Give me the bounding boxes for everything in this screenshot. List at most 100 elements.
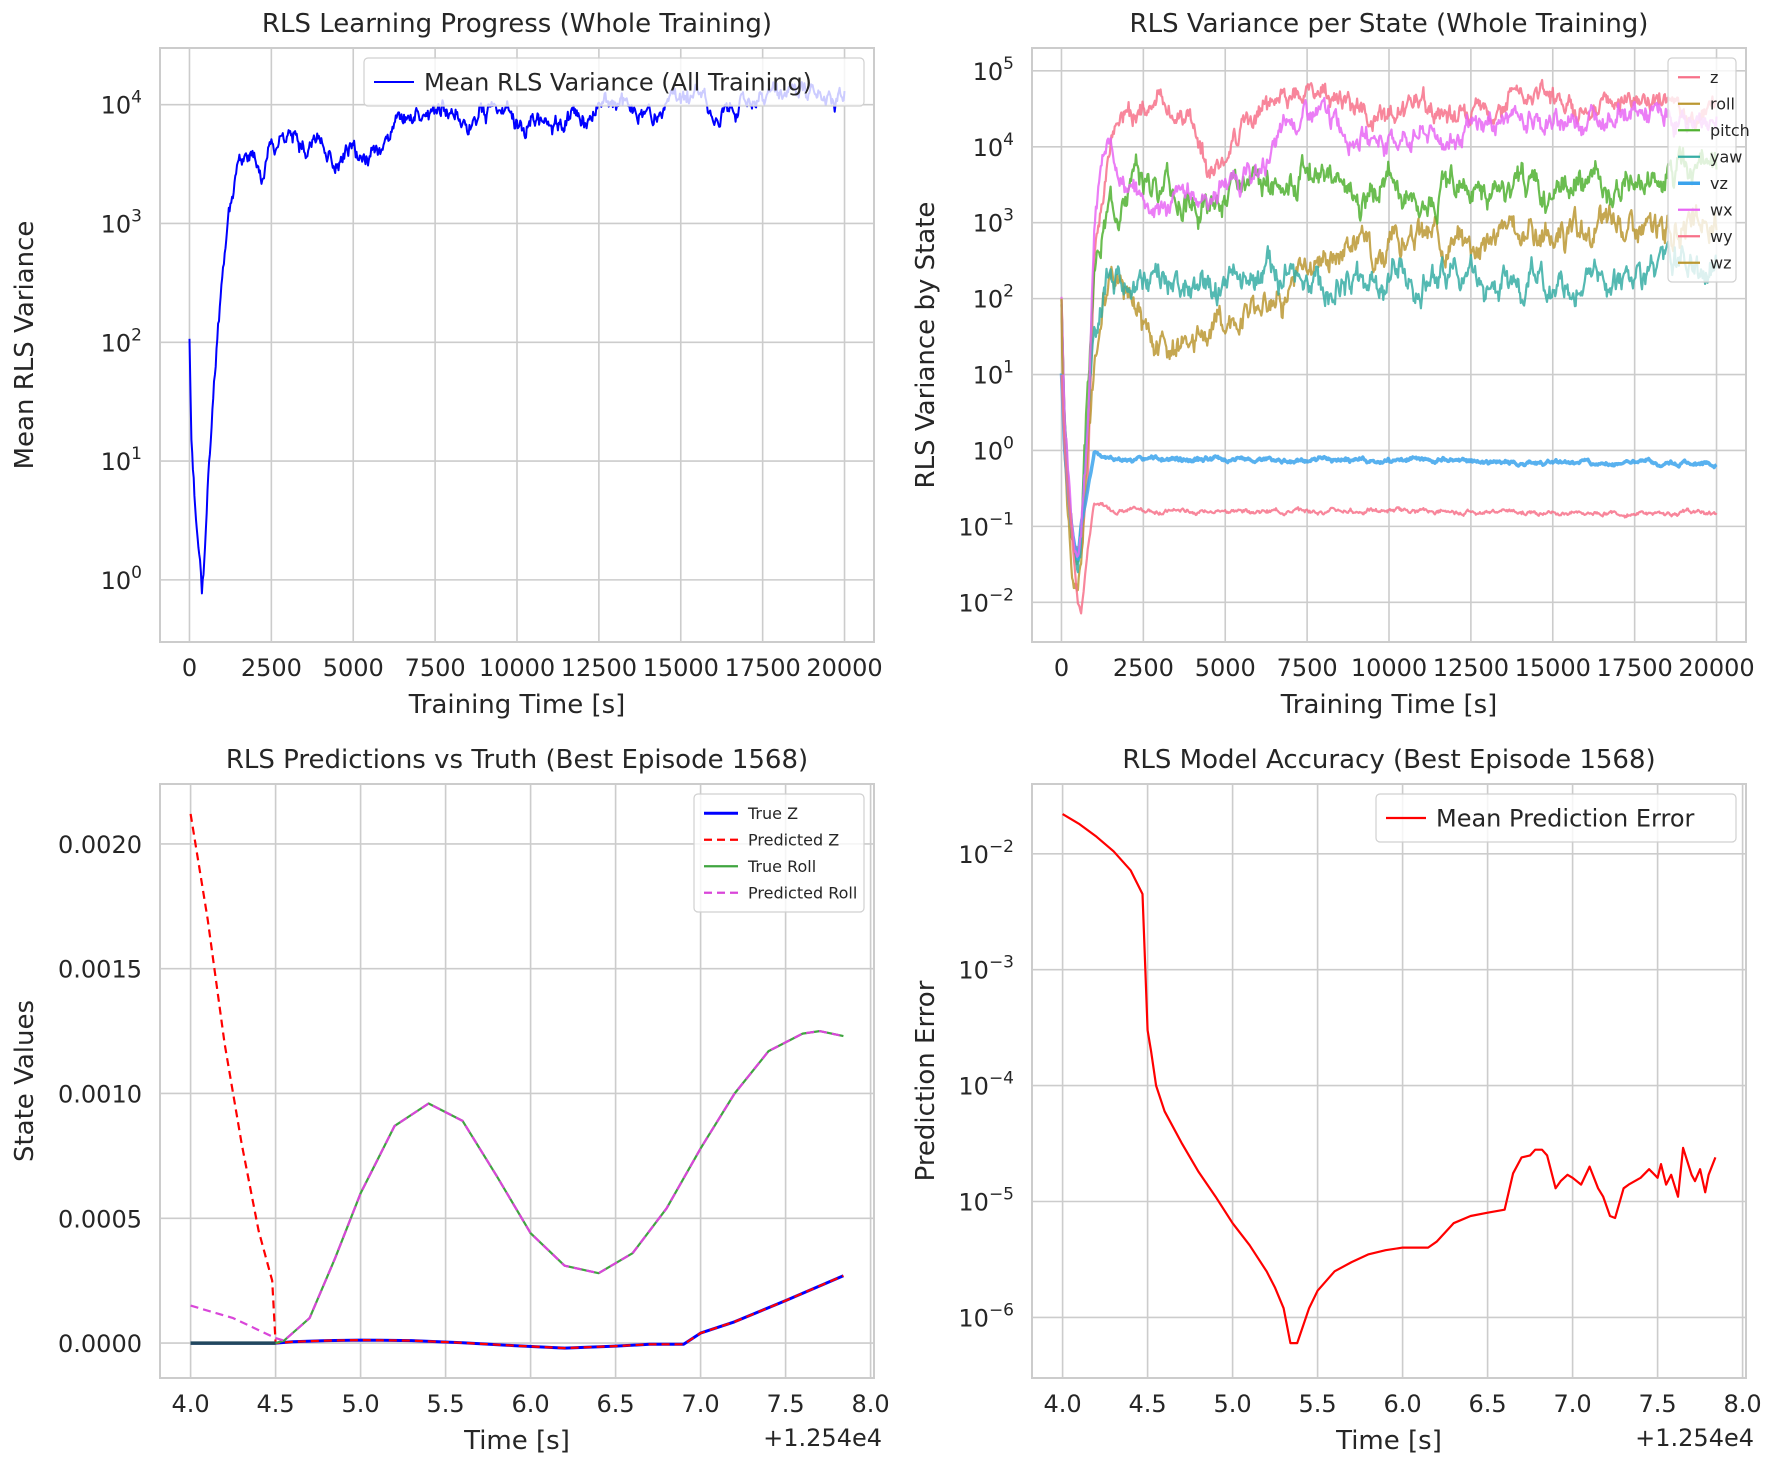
x-tick-label: 0 [1054,654,1069,682]
series-line-mean-rls-variance-all-training- [188,81,846,595]
y-tick-label: 101 [973,358,1014,390]
series-line-pitch [1060,145,1718,566]
y-tick-label: 10−5 [958,1184,1014,1216]
chart-title: RLS Predictions vs Truth (Best Episode 1… [226,745,808,775]
series-line-wx [1060,96,1718,558]
x-tick-label: 4.0 [1044,1390,1082,1418]
x-tick-label: 10000 [1351,654,1427,682]
y-tick-label: 102 [101,325,142,357]
x-tick-label: 8.0 [852,1390,890,1418]
x-tick-label: 6.0 [512,1390,550,1418]
legend-label: yaw [1710,148,1742,167]
legend: True Z Predicted Z True Roll Predicted Roll [693,793,865,913]
x-tick-label: 5.5 [427,1390,465,1418]
y-tick-label: 10−2 [958,837,1014,869]
x-tick-label: 20000 [1678,654,1754,682]
y-tick-label: 0.0020 [58,831,142,859]
y-tick-label: 0.0005 [58,1205,142,1233]
series-group [1059,78,1718,615]
legend-label: wy [1710,227,1733,246]
axes-frame [159,47,875,643]
x-tick-label: 5.0 [342,1390,380,1418]
y-tick-label: 10−1 [958,509,1014,541]
legend-label: pitch [1710,121,1750,140]
y-tick-label: 102 [973,282,1014,314]
y-tick-label: 105 [973,54,1014,86]
y-tick-label: 0.0015 [58,956,142,984]
x-tick-label: 4.0 [172,1390,210,1418]
legend-box [1375,793,1737,843]
x-tick-label: 12500 [561,654,637,682]
series-line-roll [1060,204,1718,592]
x-axis-label: Training Time [s] [1280,690,1498,720]
y-tick-label: 10−3 [958,953,1014,985]
x-tick-label: 10000 [479,654,555,682]
x-tick-label: 2500 [241,654,302,682]
y-tick-label: 10−4 [958,1069,1014,1101]
x-tick-label: 7.0 [682,1390,720,1418]
y-tick-label: 0.0010 [58,1080,142,1108]
y-tick-label: 100 [973,433,1014,465]
x-offset-label: +1.254e4 [1635,1424,1754,1452]
y-axis-label: Mean RLS Variance [10,221,40,470]
x-tick-label: 4.5 [1129,1390,1167,1418]
x-offset-label: +1.254e4 [763,1424,882,1452]
x-axis-label: Time [s] [463,1426,570,1456]
chart-p2: 0 2500 5000 7500 10000 12500 15000 17500 20000 10… [911,9,1755,720]
legend-box [363,57,865,107]
x-tick-label: 5.5 [1299,1390,1337,1418]
series-group [189,813,844,1350]
series-line-mean-prediction-error [1062,813,1717,1345]
legend: z roll pitch yaw vz wx wy wz [1667,57,1750,283]
x-tick-label: 7.5 [1639,1390,1677,1418]
y-tick-label: 104 [101,88,142,120]
y-tick-label: 10−2 [958,585,1014,617]
grid [1032,48,1746,642]
chart-p4: 4.0 4.5 5.0 5.5 6.0 6.5 7.0 7.5 8.0 10−6 10−5 10−4 1… [911,745,1762,1456]
legend-label: Predicted Z [748,831,839,850]
chart-title: RLS Model Accuracy (Best Episode 1568) [1122,745,1655,775]
axes-frame [1031,783,1747,1379]
x-tick-label: 4.5 [257,1390,295,1418]
series-line-predicted-roll [190,1030,844,1342]
legend-label: Mean RLS Variance (All Training) [424,69,812,97]
series-line-wz [1060,298,1064,375]
chart-title: RLS Variance per State (Whole Training) [1130,9,1649,39]
plot-area [1032,784,1746,1378]
grid [1032,784,1746,1378]
x-tick-label: 12500 [1433,654,1509,682]
x-tick-label: 7.5 [767,1390,805,1418]
x-tick-label: 6.5 [597,1390,635,1418]
x-tick-label: 6.5 [1469,1390,1507,1418]
axes-frame [1031,47,1747,643]
series-line-vz [1059,373,1718,561]
x-tick-label: 15000 [643,654,719,682]
x-tick-label: 2500 [1113,654,1174,682]
legend: Mean Prediction Error [1375,793,1737,843]
axes-frame [159,783,875,1379]
legend: Mean RLS Variance (All Training) [363,57,865,107]
chart-title: RLS Learning Progress (Whole Training) [262,9,772,39]
series-line-yaw [1060,240,1718,574]
legend-box [693,793,865,913]
x-tick-label: 6.0 [1384,1390,1422,1418]
y-tick-label: 10−6 [958,1300,1014,1332]
y-axis-label: RLS Variance by State [911,202,941,489]
x-axis-label: Time [s] [1335,1426,1442,1456]
grid [160,784,874,1378]
x-tick-label: 5.0 [1214,1390,1252,1418]
x-tick-label: 8.0 [1724,1390,1762,1418]
x-tick-label: 17500 [1596,654,1672,682]
y-axis-label: State Values [10,1000,40,1162]
x-tick-label: 7500 [405,654,466,682]
series-line-z [1060,78,1717,558]
legend-label: z [1710,68,1718,87]
legend-label: wz [1710,254,1731,273]
legend-label: True Roll [747,857,816,876]
series-group [1062,813,1717,1345]
chart-p3: 4.0 4.5 5.0 5.5 6.0 6.5 7.0 7.5 8.0 0.0000 0.0005 0… [10,745,890,1456]
y-tick-label: 0.0000 [58,1330,142,1358]
y-tick-label: 103 [101,206,142,238]
series-line-wy [1060,374,1718,615]
